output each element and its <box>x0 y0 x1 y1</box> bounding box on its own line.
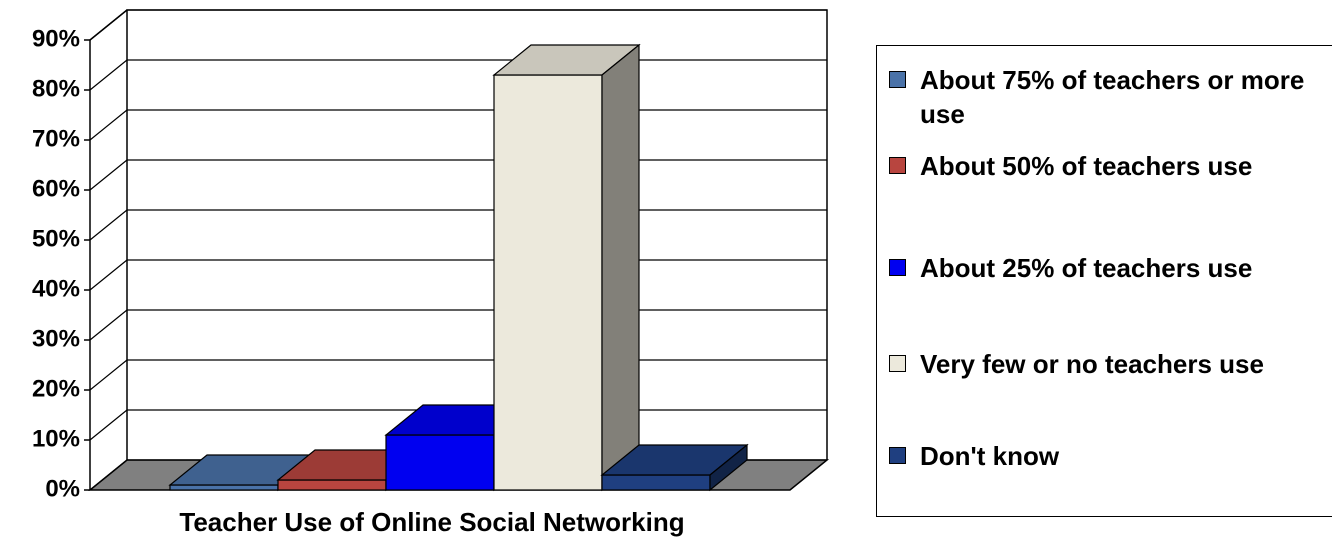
y-tick-label: 50% <box>32 225 80 252</box>
legend-label: Don't know <box>920 441 1060 471</box>
y-tick-label: 80% <box>32 75 80 102</box>
bar-front <box>169 484 279 491</box>
legend: About 75% of teachers or more use About 5… <box>876 45 1332 517</box>
y-tick-label: 0% <box>45 475 80 502</box>
back-wall <box>126 9 828 460</box>
y-tick-label: 60% <box>32 175 80 202</box>
legend-entry: Very few or no teachers use <box>889 347 1309 381</box>
y-tick-label: 30% <box>32 325 80 352</box>
grid-line <box>89 259 827 291</box>
legend-entry: About 75% of teachers or more use <box>889 63 1309 131</box>
legend-entry: Don't know <box>889 439 1309 473</box>
y-tick-label: 40% <box>32 275 80 302</box>
y-tick-label: 90% <box>32 25 80 52</box>
legend-label: Very few or no teachers use <box>920 349 1264 379</box>
x-axis-label: Teacher Use of Online Social Networking <box>179 507 684 537</box>
grid-line <box>89 109 827 141</box>
legend-label: About 75% of teachers or more use <box>920 65 1305 129</box>
legend-swatch <box>889 259 906 276</box>
bar <box>492 43 641 492</box>
bar-front <box>385 434 495 491</box>
legend-swatch <box>889 71 906 88</box>
y-tick-label: 20% <box>32 375 80 402</box>
bar <box>600 443 749 492</box>
bar-side <box>601 43 640 492</box>
bar-front <box>277 479 387 491</box>
bar-front <box>493 74 603 491</box>
grid-line <box>89 209 827 241</box>
legend-swatch <box>889 355 906 372</box>
grid-line <box>89 159 827 191</box>
legend-entry: About 25% of teachers use <box>889 251 1309 285</box>
legend-label: About 25% of teachers use <box>920 253 1253 283</box>
legend-label: About 50% of teachers use <box>920 151 1253 181</box>
bar-front <box>601 474 711 491</box>
legend-swatch <box>889 157 906 174</box>
grid-line <box>89 309 827 341</box>
y-tick-label: 70% <box>32 125 80 152</box>
chart: Teacher Use of Online Social Networking … <box>32 9 830 537</box>
grid-line <box>89 59 827 91</box>
y-tick-label: 10% <box>32 425 80 452</box>
legend-swatch <box>889 447 906 464</box>
bar-side <box>709 443 748 492</box>
grid-line <box>89 9 827 41</box>
legend-entry: About 50% of teachers use <box>889 149 1309 183</box>
grid-line <box>89 359 827 391</box>
